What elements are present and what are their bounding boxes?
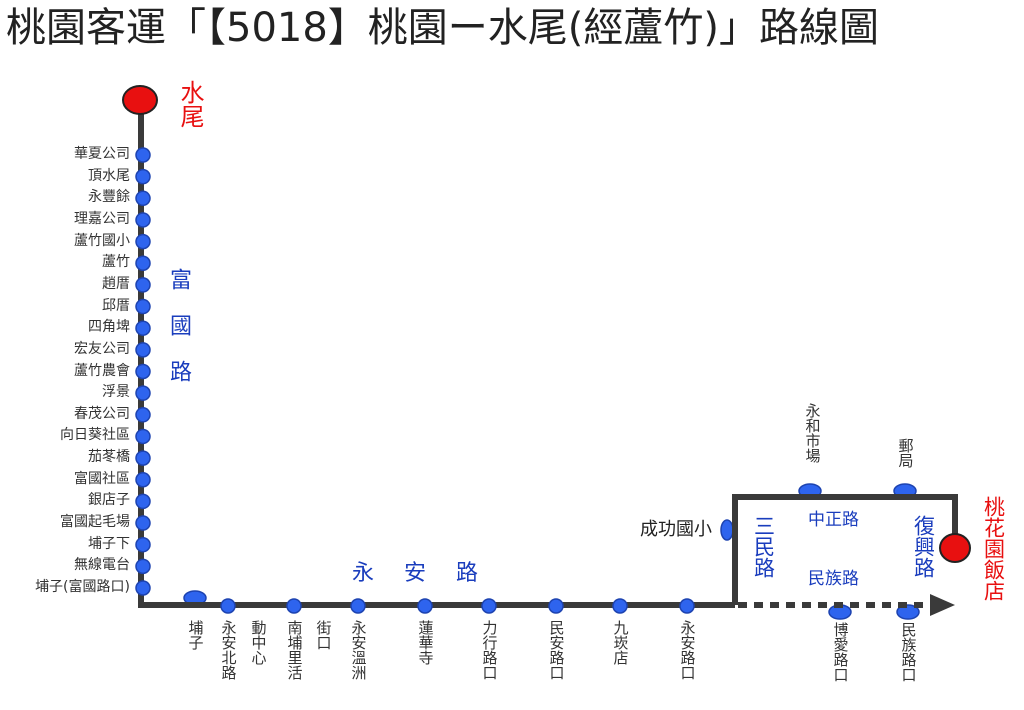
road-label: 民族路	[808, 569, 859, 589]
stop-dot	[135, 168, 151, 185]
stop-dot	[135, 363, 151, 380]
stop-dot	[481, 598, 497, 614]
stop-dot	[720, 519, 734, 541]
stop-label: 向日葵社區	[60, 427, 130, 444]
stop-label: 華夏公司	[74, 146, 130, 162]
stop-label: 富國起毛場	[60, 514, 130, 531]
stop-label: 蓮華寺	[416, 620, 435, 665]
stop-label: 理嘉公司	[74, 210, 130, 227]
stop-dot	[220, 598, 236, 614]
stop-dot	[135, 515, 151, 531]
stop-label: 宏友公司	[74, 340, 130, 357]
stop-dot	[548, 598, 564, 614]
stop-label: 無線電台	[74, 557, 130, 574]
stop-dot	[896, 604, 920, 620]
stop-label: 埔子(富國路口)	[35, 579, 130, 595]
title: 桃園客運「【5018】桃園ー水尾(經蘆竹)」路線圖	[6, 5, 880, 51]
stop-label: 浮景	[102, 384, 130, 401]
terminal-label: 桃花園飯店	[981, 496, 1006, 601]
stop-dot	[135, 428, 151, 445]
route-line	[732, 494, 958, 605]
stop-dot	[135, 320, 151, 336]
stop-label: 埔子下	[88, 535, 130, 552]
stop-label: 民族路口	[899, 622, 918, 682]
stop-label: 銀店子	[88, 492, 130, 509]
stop-dot	[135, 342, 151, 358]
terminal-dot	[122, 85, 158, 115]
stop-label: 蘆竹	[102, 254, 130, 271]
stop-dot	[135, 407, 151, 423]
stop-dot	[135, 580, 151, 596]
stop-label: 永安北路	[219, 620, 238, 680]
stop-label: 博愛路口	[831, 622, 850, 682]
road-label: 富國路	[166, 268, 191, 406]
stop-label: 永安路口	[678, 620, 697, 680]
road-label: 三民路	[751, 515, 776, 578]
stop-dot	[135, 536, 151, 553]
stop-label: 街口	[314, 620, 333, 650]
stop-label: 永豐餘	[88, 189, 130, 206]
stop-label: 永和市場	[803, 403, 822, 463]
stop-label: 蘆竹國小	[74, 232, 130, 249]
terminal-dot	[939, 533, 971, 563]
stop-dot	[135, 190, 151, 207]
terminal-label: 水尾	[176, 80, 204, 128]
stop-label: 四角埤	[88, 319, 130, 336]
stop-label: 力行路口	[480, 620, 499, 680]
stop-dot	[350, 598, 366, 614]
stop-dot	[135, 233, 151, 250]
stop-dot	[135, 277, 151, 293]
stop-label: 郵局	[896, 438, 915, 468]
road-label: 中正路	[808, 510, 859, 530]
road-label: 復興路	[911, 515, 936, 578]
stop-label: 頂水尾	[88, 167, 130, 184]
stop-label: 民安路口	[547, 620, 566, 680]
stop-label: 埔子	[186, 620, 205, 650]
stop-dot	[679, 598, 695, 614]
stop-dot	[135, 472, 151, 488]
stop-dot	[135, 212, 151, 228]
stop-dot	[135, 493, 151, 510]
stop-dot	[135, 450, 151, 466]
stop-label: 成功國小	[640, 519, 712, 540]
stop-label: 富國社區	[74, 470, 130, 487]
stop-dot	[286, 598, 302, 614]
stop-label: 春茂公司	[74, 405, 130, 422]
arrow-head	[930, 594, 955, 616]
stop-dot	[135, 558, 151, 575]
road-label: 永安路	[352, 561, 509, 586]
stop-dot	[135, 298, 151, 315]
stop-dot	[612, 598, 628, 614]
stop-dot	[135, 385, 151, 401]
stop-label: 永安溫洲	[349, 620, 368, 680]
stop-label: 茄苳橋	[88, 449, 130, 466]
stop-dot	[417, 598, 433, 614]
stop-dot	[135, 147, 151, 163]
stop-label: 九崁店	[611, 620, 630, 665]
stop-dot	[135, 255, 151, 271]
stop-label: 蘆竹農會	[74, 362, 130, 379]
stop-label: 南埔里活	[285, 620, 304, 680]
stop-label: 動中心	[249, 620, 268, 665]
stop-label: 邱厝	[102, 297, 130, 314]
stop-label: 趙厝	[102, 275, 130, 292]
